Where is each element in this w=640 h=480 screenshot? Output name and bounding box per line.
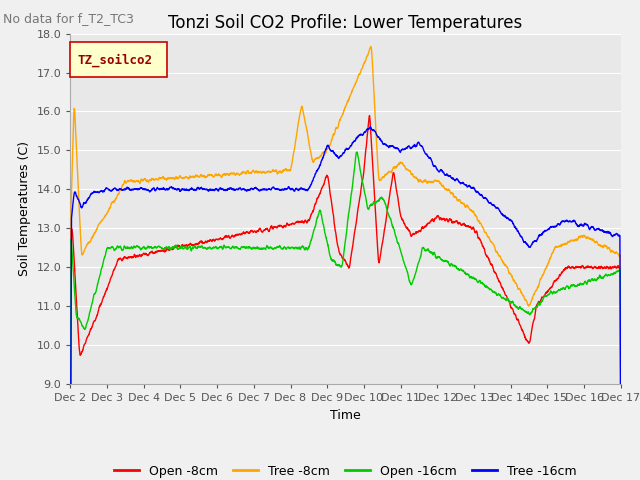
Y-axis label: Soil Temperatures (C): Soil Temperatures (C) bbox=[18, 141, 31, 276]
X-axis label: Time: Time bbox=[330, 408, 361, 421]
Title: Tonzi Soil CO2 Profile: Lower Temperatures: Tonzi Soil CO2 Profile: Lower Temperatur… bbox=[168, 14, 523, 32]
Text: TZ_soilco2: TZ_soilco2 bbox=[77, 53, 152, 67]
Text: No data for f_T2_TC3: No data for f_T2_TC3 bbox=[3, 12, 134, 25]
FancyBboxPatch shape bbox=[70, 42, 167, 77]
Legend: Open -8cm, Tree -8cm, Open -16cm, Tree -16cm: Open -8cm, Tree -8cm, Open -16cm, Tree -… bbox=[109, 460, 582, 480]
